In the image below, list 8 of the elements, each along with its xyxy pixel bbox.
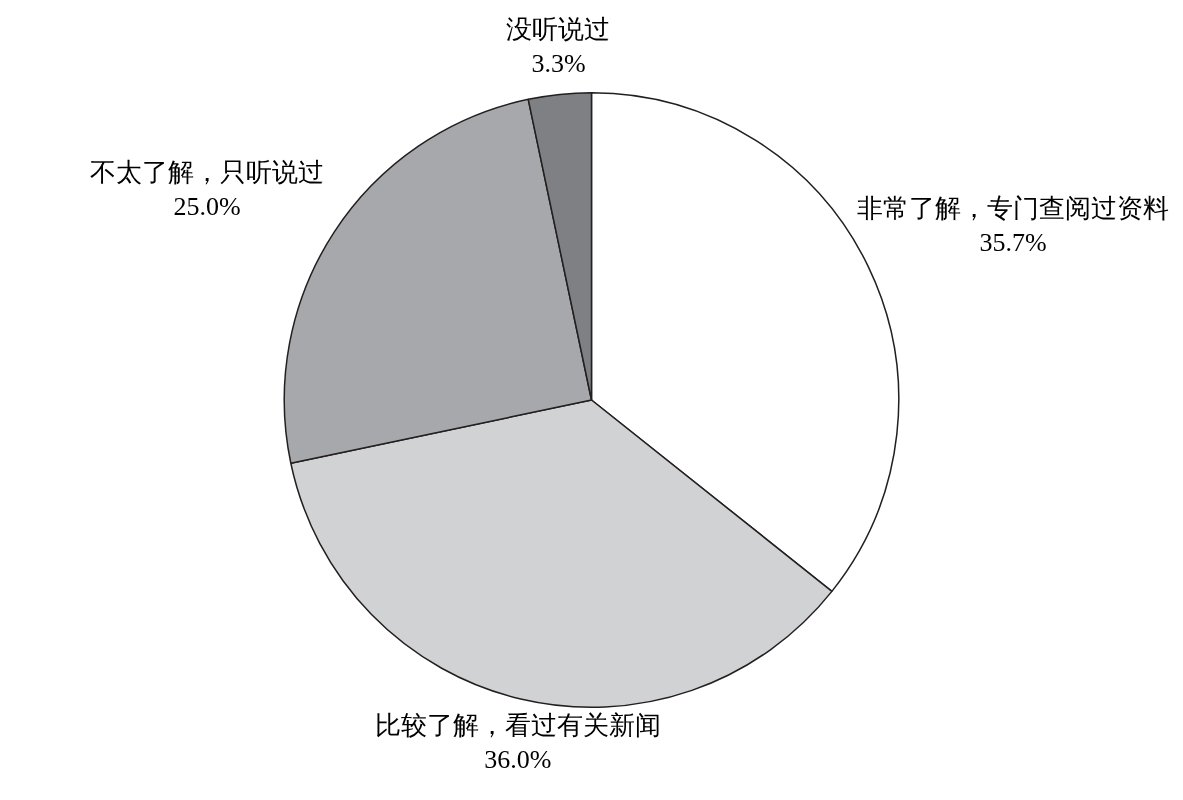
slice-label: 没听说过 <box>506 15 611 45</box>
data-label: 35.7% <box>979 228 1047 258</box>
slice-label: 非常了解，专门查阅过资料 <box>857 194 1169 224</box>
data-label: 36.0% <box>484 745 552 775</box>
data-label: 3.3% <box>531 49 586 79</box>
data-label: 25.0% <box>173 192 241 222</box>
slice-label: 比较了解，看过有关新闻 <box>374 711 661 741</box>
slice-label: 不太了解，只听说过 <box>90 158 325 188</box>
